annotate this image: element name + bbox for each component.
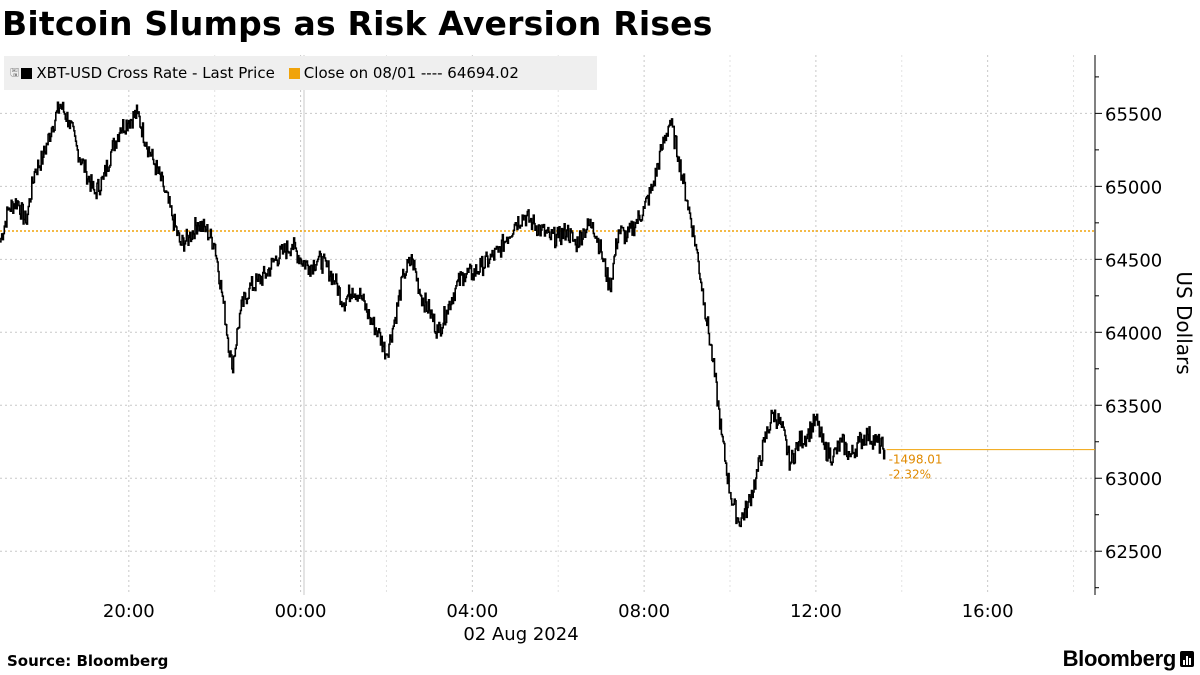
legend-item-reference: Close on 08/01 ---- 64694.02 — [288, 64, 519, 82]
y-axis-label: US Dollars — [1172, 271, 1196, 375]
legend-reference-label: Close on 08/01 ---- 64694.02 — [303, 64, 519, 82]
legend-item-series: 🖫 XBT-USD Cross Rate - Last Price — [10, 64, 275, 83]
y-tick-label: 63500 — [1105, 396, 1162, 417]
x-tick-label: 04:00 — [446, 601, 498, 622]
legend-reference-swatch — [288, 67, 300, 79]
grid-lines — [0, 55, 1095, 595]
y-tick-label: 65000 — [1105, 177, 1162, 198]
x-tick-label: 20:00 — [103, 601, 155, 622]
x-axis-date-label: 02 Aug 2024 — [463, 624, 579, 645]
y-tick-label: 63000 — [1105, 469, 1162, 490]
x-tick-label: 08:00 — [618, 601, 670, 622]
x-tick-label: 16:00 — [962, 601, 1014, 622]
x-tick-label: 00:00 — [275, 601, 327, 622]
y-tick-label: 64000 — [1105, 323, 1162, 344]
brand-logo: Bloomberg — [1062, 646, 1177, 671]
bloomberg-chart-icon — [1180, 651, 1194, 667]
axis-ticks: 62500 63000 63500 64000 64500 65000 65500 20:00… — [103, 76, 1162, 622]
price-series-line — [0, 101, 886, 528]
y-tick-label: 64500 — [1105, 250, 1162, 271]
source-note: Source: Bloomberg — [7, 652, 169, 670]
legend-series-label: XBT-USD Cross Rate - Last Price — [36, 64, 275, 82]
legend-series-swatch — [21, 67, 33, 79]
legend-series-icon: 🖫 — [10, 65, 20, 79]
chart-legend: 🖫 XBT-USD Cross Rate - Last Price Close … — [4, 56, 597, 90]
y-tick-label: 62500 — [1105, 542, 1162, 563]
chart-title: Bitcoin Slumps as Risk Aversion Rises — [2, 4, 713, 43]
x-tick-label: 12:00 — [790, 601, 842, 622]
change-percent-label: -2.32% — [889, 468, 931, 482]
change-absolute-label: -1498.01 — [889, 453, 943, 467]
y-tick-label: 65500 — [1105, 104, 1162, 125]
